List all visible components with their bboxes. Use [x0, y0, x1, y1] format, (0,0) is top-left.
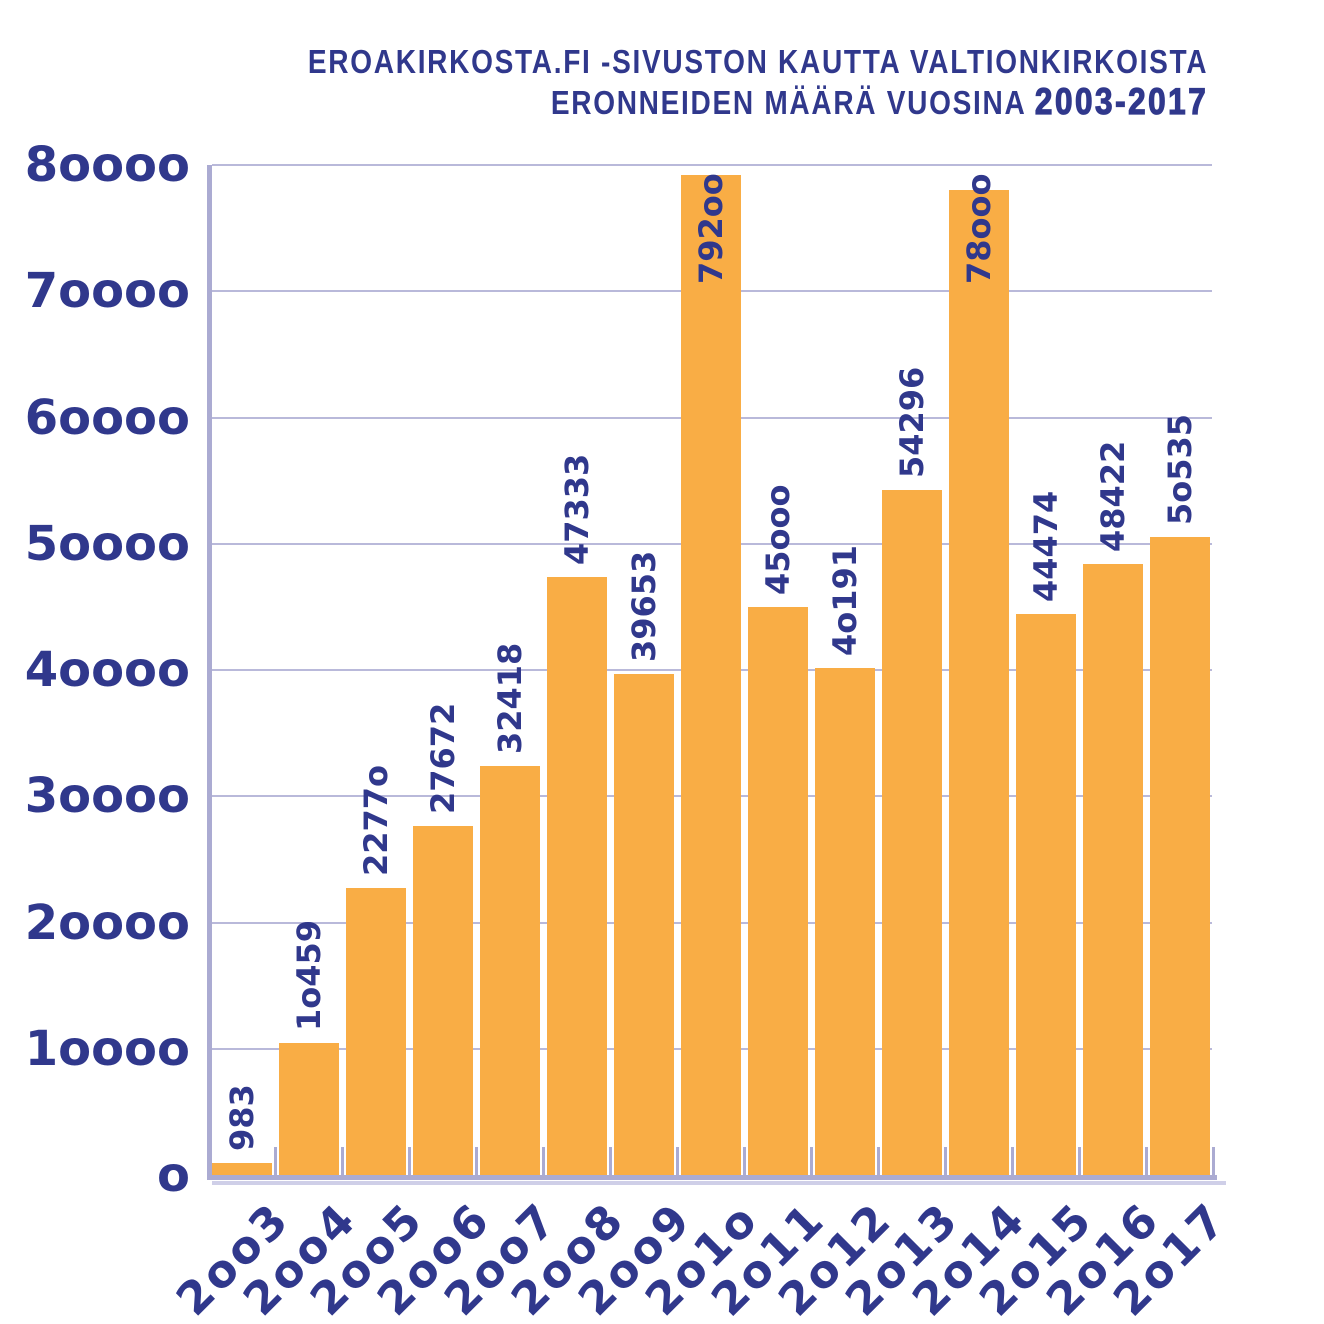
- bar-2003: [212, 1162, 272, 1175]
- y-axis-tick-label: 4oooo: [24, 642, 190, 698]
- x-axis-tick: [408, 1147, 411, 1175]
- x-axis-tick: [609, 1147, 612, 1175]
- bar-value-label: 1o459: [290, 919, 328, 1031]
- bar-2010: [681, 175, 741, 1175]
- y-axis-tick-label: 1oooo: [24, 1020, 190, 1077]
- bar-2005: [346, 887, 406, 1175]
- bar-2006: [413, 825, 473, 1175]
- x-axis-tick: [542, 1147, 545, 1175]
- bar-2011: [748, 606, 808, 1175]
- chart-title-year-range: 2003-2017: [1034, 81, 1208, 122]
- x-axis-tick: [743, 1147, 746, 1175]
- bar-2013: [882, 489, 942, 1175]
- bar-value-label: 44474: [1027, 490, 1065, 602]
- bar-value-label: 48422: [1094, 440, 1132, 552]
- chart-title-line1: EROAKIRKOSTA.FI -SIVUSTON KAUTTA VALTION…: [307, 43, 1208, 80]
- y-axis-tick-label: 7oooo: [24, 263, 190, 320]
- x-axis-tick: [877, 1147, 880, 1175]
- bar-2008: [547, 577, 607, 1175]
- bar-value-label: 4o191: [826, 544, 864, 656]
- bar-value-label: 39653: [625, 551, 663, 663]
- x-axis-tick: [1212, 1147, 1215, 1175]
- x-axis-tick: [274, 1147, 277, 1175]
- bar-value-label: 2277o: [357, 764, 395, 876]
- y-axis-line: [207, 165, 212, 1180]
- bar-value-label: 54296: [893, 366, 931, 478]
- y-axis-tick-label: 2oooo: [24, 894, 190, 951]
- bar-value-label: 78ooo: [960, 173, 998, 284]
- bar-2012: [815, 667, 875, 1175]
- bar-value-label: 983: [223, 1083, 261, 1151]
- bar-value-label: 45ooo: [759, 484, 797, 595]
- bar-value-label: 5o535: [1161, 413, 1199, 525]
- bar-2015: [1016, 613, 1076, 1175]
- bar-value-label: 47333: [558, 454, 596, 566]
- chart-title-line2: ERONNEIDEN MÄÄRÄ VUOSINA 2003-2017: [308, 81, 1208, 123]
- x-axis-tick: [1011, 1147, 1014, 1175]
- x-axis-tick: [944, 1147, 947, 1175]
- chart-title-line2-text: ERONNEIDEN MÄÄRÄ VUOSINA: [550, 84, 1035, 121]
- y-axis-tick-label: 5oooo: [24, 515, 190, 572]
- x-axis-shadow: [212, 1181, 1226, 1185]
- bar-2009: [614, 674, 674, 1175]
- chart-title: EROAKIRKOSTA.FI -SIVUSTON KAUTTA VALTION…: [308, 42, 1208, 123]
- x-axis-tick: [810, 1147, 813, 1175]
- bar-2014: [949, 190, 1009, 1175]
- bar-value-label: 32418: [491, 642, 529, 754]
- bar-2004: [279, 1042, 339, 1175]
- y-axis-tick-label: 6oooo: [24, 389, 190, 446]
- gridline: [212, 164, 1212, 166]
- y-axis-tick-label: 3oooo: [24, 768, 190, 825]
- bar-value-label: 27672: [424, 702, 462, 814]
- bar-value-label: 792oo: [692, 172, 730, 284]
- x-axis-tick: [1078, 1147, 1081, 1175]
- bar-2007: [480, 765, 540, 1175]
- x-axis-line: [207, 1175, 1217, 1180]
- y-axis-tick-label: o: [157, 1147, 190, 1203]
- bar-2016: [1083, 563, 1143, 1175]
- x-axis-tick: [676, 1147, 679, 1175]
- y-axis-tick-label: 8oooo: [24, 137, 190, 193]
- x-axis-tick: [1145, 1147, 1148, 1175]
- x-axis-tick: [475, 1147, 478, 1175]
- bar-2017: [1150, 536, 1210, 1175]
- x-axis-tick: [341, 1147, 344, 1175]
